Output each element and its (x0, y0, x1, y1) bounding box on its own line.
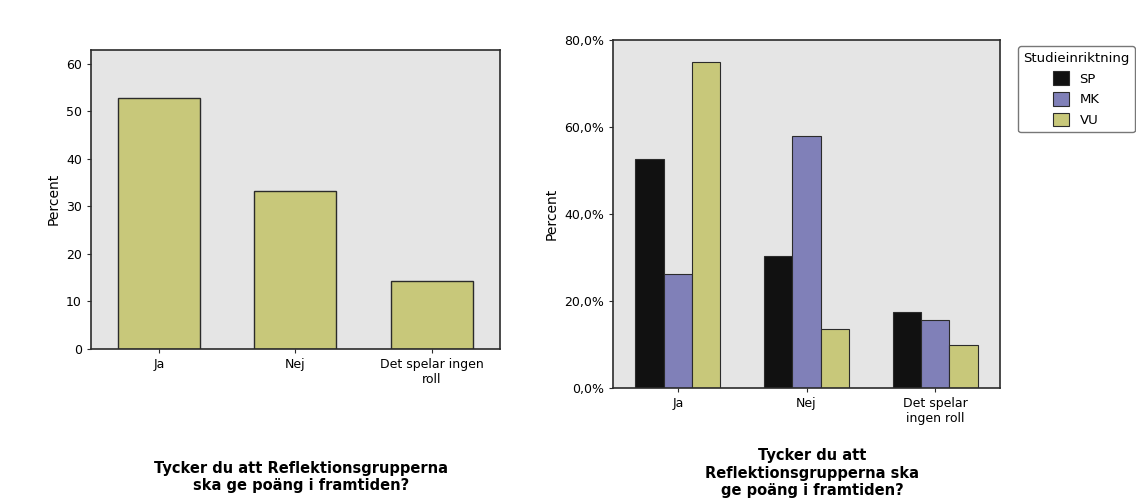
Bar (391, 281, 473, 349)
Y-axis label: Percent: Percent (545, 188, 559, 240)
Bar (921, 320, 950, 388)
Text: Tycker du att
Reflektionsgrupperna ska
ge poäng i framtiden?: Tycker du att Reflektionsgrupperna ska g… (705, 448, 919, 498)
Bar (663, 274, 692, 388)
Bar (254, 191, 336, 349)
Bar (765, 256, 793, 388)
Legend: SP, MK, VU: SP, MK, VU (1018, 46, 1135, 132)
Bar (893, 312, 921, 388)
Bar (118, 98, 200, 349)
Text: Tycker du att Reflektionsgrupperna
ska ge poäng i framtiden?: Tycker du att Reflektionsgrupperna ska g… (154, 461, 448, 493)
Bar (820, 329, 849, 388)
Bar (635, 159, 663, 388)
Bar (950, 345, 978, 388)
Bar (793, 136, 820, 388)
Bar (692, 62, 720, 388)
Y-axis label: Percent: Percent (47, 173, 60, 225)
